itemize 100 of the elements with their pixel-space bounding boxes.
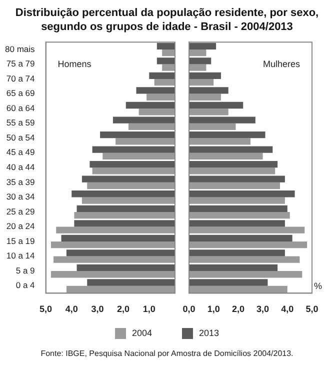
- bar: [54, 256, 175, 263]
- annotation: Mulheres: [262, 59, 300, 70]
- bar: [87, 182, 175, 190]
- bar: [189, 190, 295, 198]
- x-tick-label: 2,0: [117, 304, 130, 314]
- bar: [66, 250, 175, 256]
- bar: [189, 94, 221, 100]
- bar: [162, 49, 175, 56]
- bar: [92, 168, 175, 174]
- bar: [90, 161, 175, 168]
- bar: [189, 168, 276, 174]
- bar: [149, 72, 175, 80]
- bar: [189, 58, 212, 64]
- bar: [189, 161, 278, 168]
- bar: [189, 116, 256, 124]
- bar: [189, 152, 263, 160]
- bar: [189, 264, 278, 272]
- bar: [146, 94, 175, 100]
- bar: [116, 138, 175, 145]
- bar: [189, 205, 288, 212]
- y-tick-label: 25 a 29: [6, 206, 36, 216]
- y-tick-label: 35 a 39: [6, 176, 36, 187]
- text: %: [314, 281, 322, 292]
- y-tick-label: 80 mais: [4, 44, 35, 54]
- bar: [56, 226, 175, 234]
- bar: [189, 212, 290, 219]
- bar: [189, 271, 302, 278]
- bar: [189, 250, 285, 256]
- chart-title: Distribuição percentual da população residente, por sexo, segundo os grupos de idade - Brasil - 2004/2013: [14, 6, 320, 34]
- bar: [189, 131, 266, 138]
- bar: [136, 87, 175, 94]
- x-tick-label: 3,0: [256, 304, 270, 314]
- bar: [112, 116, 175, 124]
- bar: [189, 79, 214, 86]
- x-tick-label: 0,0: [182, 304, 196, 314]
- bar: [189, 64, 206, 71]
- x-tick-label: 1,0: [142, 304, 156, 314]
- bar: [189, 220, 285, 227]
- bar: [189, 176, 285, 182]
- bar: [50, 242, 175, 248]
- bar: [189, 234, 292, 242]
- bar: [189, 279, 268, 286]
- y-tick-label: 45 a 49: [6, 147, 36, 158]
- bar: [74, 212, 175, 219]
- x-tick-label: 4,0: [281, 304, 294, 314]
- bar: [154, 79, 175, 86]
- source-note: Fonte: IBGE, Pesquisa Nacional por Amostra de Domicílios 2004/2013.: [40, 349, 294, 358]
- x-tick-label: 3,0: [91, 304, 104, 314]
- bar: [74, 220, 175, 227]
- y-tick-label: 50 a 54: [6, 132, 36, 142]
- bar: [189, 123, 236, 130]
- y-tick-label: 60 a 64: [6, 102, 36, 113]
- bar: [128, 123, 175, 130]
- x-tick-label: 5,0: [306, 304, 318, 314]
- bar: [189, 108, 228, 116]
- annotation: Homens: [58, 59, 92, 70]
- bar: [156, 42, 175, 50]
- bar: [126, 102, 175, 109]
- y-tick-label: 10 a 14: [6, 250, 36, 261]
- bar: [87, 279, 175, 286]
- bar: [72, 190, 175, 198]
- bar: [189, 256, 300, 263]
- bar: [189, 182, 280, 190]
- y-tick-label: 55 a 59: [6, 118, 36, 128]
- y-tick-label: 75 a 79: [6, 58, 36, 69]
- bar: [189, 286, 288, 292]
- bar: [102, 152, 175, 160]
- y-tick-label: 30 a 34: [6, 192, 36, 202]
- bar: [162, 64, 175, 71]
- bar: [189, 72, 221, 80]
- bar: [189, 87, 228, 94]
- bar: [189, 242, 308, 248]
- x-tick-label: 5,0: [40, 304, 52, 314]
- bar: [50, 271, 175, 278]
- x-tick-label: 1,0: [207, 304, 220, 314]
- bar: [156, 58, 175, 64]
- y-tick-label: 5 a 9: [16, 265, 36, 276]
- x-tick-label: 4,0: [65, 304, 78, 314]
- y-tick-label: 70 a 74: [6, 73, 36, 84]
- bar: [82, 176, 175, 182]
- bar: [189, 138, 250, 145]
- bar: [61, 234, 175, 242]
- bar: [189, 197, 285, 204]
- bar: [76, 264, 175, 272]
- bar: [189, 146, 273, 153]
- bar: [82, 197, 175, 204]
- x-tick-label: 2,0: [232, 304, 244, 314]
- bar: [76, 205, 175, 212]
- y-tick-label: 0 a 4: [16, 280, 36, 290]
- legend-label: 2013: [199, 328, 220, 338]
- bar: [100, 131, 175, 138]
- y-tick-label: 65 a 69: [6, 88, 36, 98]
- bar: [189, 102, 244, 109]
- bar: [138, 108, 175, 116]
- bar: [92, 146, 175, 153]
- legend-label: 2004: [132, 328, 152, 338]
- bar: [189, 49, 206, 56]
- y-tick-label: 15 a 19: [6, 236, 36, 246]
- bar: [189, 226, 305, 234]
- y-tick-label: 20 a 24: [6, 221, 36, 232]
